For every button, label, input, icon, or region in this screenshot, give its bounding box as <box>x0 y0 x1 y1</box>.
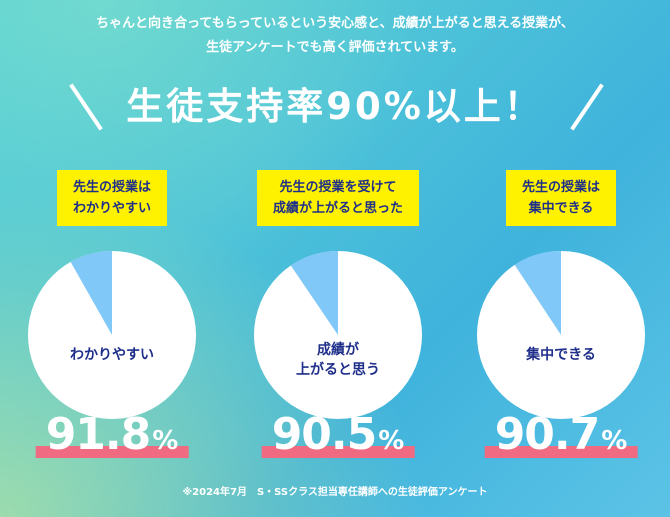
pie-chart <box>28 251 196 419</box>
pie-slice-label: 成績が <box>317 342 359 358</box>
percentage-unit: % <box>601 426 628 456</box>
pie-slice-label: 上がると思う <box>296 362 380 378</box>
percentage-number: 90.7 <box>494 409 601 460</box>
percentage-underline <box>35 446 189 458</box>
chart-title-line: 先生の授業を受けて <box>279 180 397 195</box>
pie-slice-label: わかりやすい <box>70 347 154 363</box>
percentage-value: 90.7% <box>484 408 638 462</box>
chart-title-box: 先生の授業は わかりやすい <box>56 170 168 226</box>
percentage-underline <box>261 446 415 458</box>
percentage-number: 90.5 <box>271 409 378 460</box>
headline: 生徒支持率90%以上！ <box>126 85 544 128</box>
chart-title-box: 先生の授業を受けて 成績が上がると思った <box>256 170 420 226</box>
chart-column-3: 先生の授業は 集中できる 集中できる 90.7% <box>476 170 646 470</box>
percentage-value: 90.5% <box>261 408 415 462</box>
pie-chart <box>254 251 422 419</box>
pie-slice-minor <box>70 251 112 335</box>
intro-line-1: ちゃんと向き合ってもらっているという安心感と、成績が上がると思える授業が、 <box>96 16 574 31</box>
percentage-number: 91.8 <box>45 409 152 460</box>
survey-footnote: ※2024年7月 S・SSクラス担当専任講師への生徒評価アンケート <box>182 487 488 498</box>
percentage-unit: % <box>152 426 179 456</box>
chart-title-line: 成績が上がると思った <box>272 201 404 216</box>
chart-title-line: わかりやすい <box>72 201 152 216</box>
intro-line-2: 生徒アンケートでも高く評価されています。 <box>206 40 464 55</box>
chart-title-line: 先生の授業は <box>521 180 601 195</box>
pie-caption: わかりやすい <box>27 345 197 365</box>
chart-column-1: 先生の授業は わかりやすい わかりやすい 91.8% <box>27 170 197 470</box>
chart-title-line: 集中できる <box>528 201 594 216</box>
percentage-unit: % <box>378 426 405 456</box>
pie-caption: 集中できる <box>476 345 646 365</box>
pie-slice-minor <box>514 251 561 335</box>
chart-column-2: 先生の授業を受けて 成績が上がると思った 成績が 上がると思う 90.5% <box>253 170 423 470</box>
chart-title-line: 先生の授業は <box>72 180 152 195</box>
pie-slice-minor <box>290 251 338 335</box>
percentage-value: 91.8% <box>35 408 189 462</box>
percentage-underline <box>484 446 638 458</box>
pie-chart <box>477 251 645 419</box>
pie-slice-label: 集中できる <box>526 347 596 363</box>
chart-title-box: 先生の授業は 集中できる <box>505 170 617 226</box>
pie-caption: 成績が 上がると思う <box>253 340 423 380</box>
